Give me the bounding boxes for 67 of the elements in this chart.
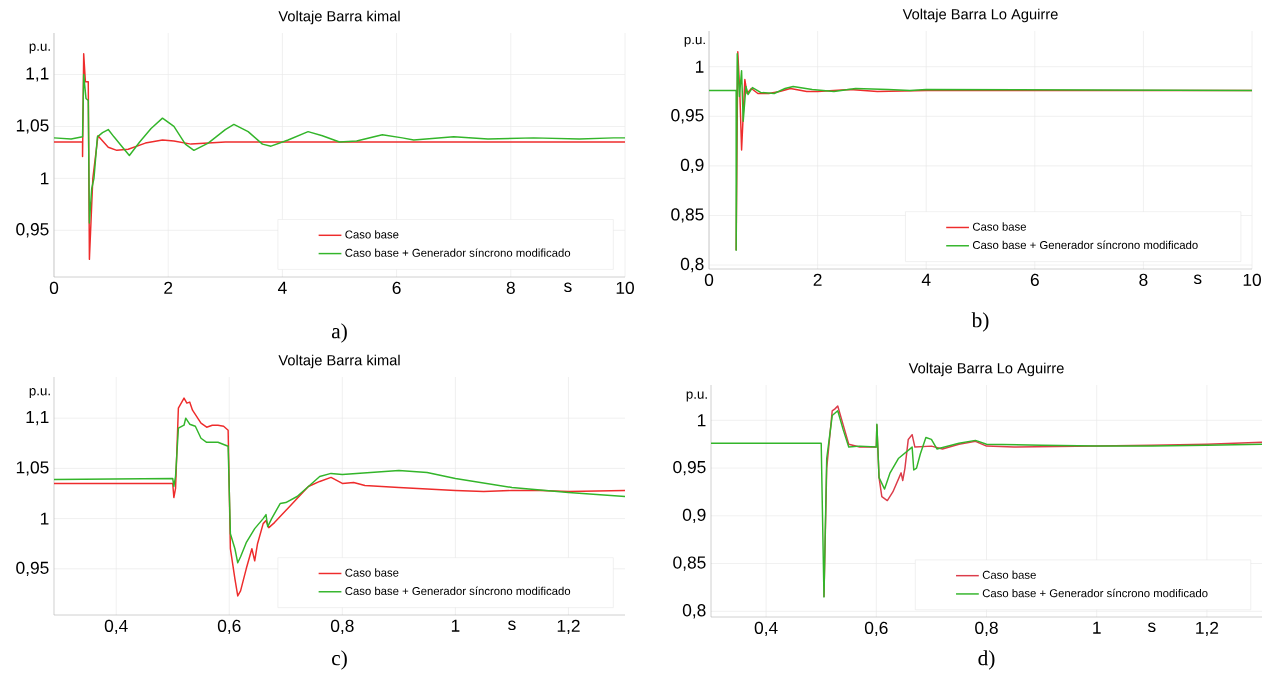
- y-tick-label: 0,95: [16, 223, 49, 238]
- y-tick-label: 0,8: [680, 257, 704, 273]
- x-tick-label: 0,4: [104, 619, 128, 635]
- y-tick-label: 1: [40, 172, 49, 185]
- chart-title: Voltaje Barra Lo Aguirre: [902, 8, 1058, 23]
- x-tick-label: 2: [813, 273, 822, 286]
- y-tick-label: 1,1: [26, 67, 49, 82]
- y-tick-label: 1: [695, 60, 704, 73]
- x-tick-label: 4: [921, 273, 931, 286]
- text: c): [332, 650, 347, 670]
- y-tick-label: 1,05: [16, 461, 49, 476]
- x-tick-label: 2: [164, 281, 173, 294]
- y-tick-label: 0,85: [673, 556, 706, 571]
- y-tick-label: 1,1: [26, 411, 49, 426]
- text: b): [971, 312, 989, 332]
- legend-label: Caso base: [972, 222, 1027, 231]
- chart-title: Voltaje Barra Lo Aguirre: [908, 362, 1064, 377]
- x-tick-label: 1: [451, 619, 460, 632]
- x-tick-label: 0: [49, 281, 59, 294]
- y-axis-title: p.u.: [684, 36, 705, 47]
- x-tick-label: 0,8: [330, 619, 354, 635]
- x-tick-label: 0,8: [975, 621, 998, 637]
- x-tick-label: 0,6: [217, 619, 241, 635]
- legend-label: Caso base: [345, 230, 399, 239]
- x-tick-label: 10: [1243, 273, 1261, 286]
- text: d): [978, 650, 995, 670]
- y-axis-title: p.u.: [686, 391, 707, 402]
- y-tick-label: 0,95: [671, 109, 704, 124]
- x-tick-label: 10: [616, 281, 634, 294]
- x-tick-label: 0,6: [864, 621, 888, 637]
- text: a): [331, 323, 347, 343]
- x-tick-label: 1: [1093, 621, 1101, 634]
- y-tick-label: 0,85: [671, 208, 704, 223]
- y-tick-label: 0,95: [16, 561, 49, 576]
- y-axis-title: p.u.: [29, 43, 50, 54]
- legend-label: Caso base + Generador síncrono modificado: [982, 588, 1208, 598]
- x-axis-title: s: [1193, 274, 1202, 285]
- x-axis-title: s: [564, 282, 572, 293]
- line-series: [54, 73, 626, 224]
- y-tick-label: 0,9: [680, 158, 704, 174]
- legend-label: Caso base + Generador síncrono modificado: [972, 240, 1198, 250]
- y-tick-label: 0,8: [682, 604, 706, 619]
- legend-label: Caso base + Generador síncrono modificado: [345, 586, 571, 596]
- chart-title: Voltaje Barra kimal: [278, 354, 400, 369]
- chart-title: Voltaje Barra kimal: [278, 10, 400, 25]
- y-tick-label: 0,9: [682, 508, 706, 523]
- legend-label: Caso base: [345, 568, 399, 577]
- x-tick-label: 1,2: [1196, 621, 1219, 637]
- x-axis-title: s: [508, 620, 516, 631]
- x-axis-title: s: [1147, 622, 1156, 633]
- x-tick-label: 6: [392, 281, 401, 294]
- y-tick-label: 1: [697, 414, 706, 427]
- x-tick-label: 8: [1139, 273, 1148, 286]
- legend-label: Caso base + Generador síncrono modificado: [345, 248, 571, 257]
- x-tick-label: 0,4: [754, 621, 778, 637]
- x-tick-label: 4: [277, 281, 287, 294]
- y-tick-label: 1,05: [16, 119, 49, 134]
- x-tick-label: 1,2: [557, 619, 580, 635]
- y-tick-label: 1: [40, 512, 49, 525]
- x-tick-label: 8: [506, 281, 515, 294]
- x-tick-label: 0: [704, 273, 714, 286]
- line-series: [711, 410, 1263, 598]
- x-tick-label: 6: [1030, 273, 1039, 286]
- y-tick-label: 0,95: [673, 460, 706, 476]
- legend-label: Caso base: [982, 570, 1036, 579]
- y-axis-title: p.u.: [29, 388, 50, 399]
- line-series: [54, 397, 626, 597]
